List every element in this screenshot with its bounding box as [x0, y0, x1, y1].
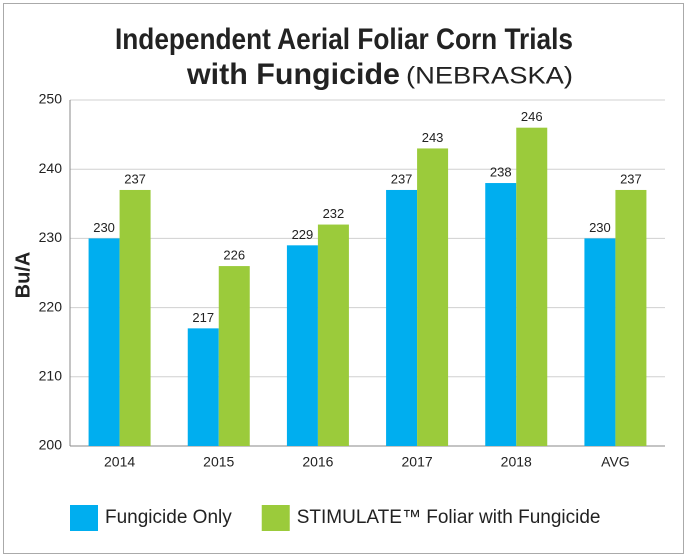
data-label: 232: [323, 206, 345, 221]
legend-swatch: [261, 505, 290, 531]
data-label: 230: [589, 220, 611, 235]
chart-title-suffix: (NEBRASKA): [406, 62, 573, 89]
bar: [88, 238, 120, 446]
data-label: 237: [620, 171, 642, 186]
y-tick-label: 240: [39, 160, 63, 176]
chart-title-line2: with Fungicide: [186, 58, 400, 91]
y-tick-label: 220: [39, 298, 63, 314]
x-tick-label: 2018: [501, 454, 532, 470]
bar: [317, 224, 349, 446]
bar: [218, 266, 250, 446]
bar: [187, 328, 219, 446]
bar: [119, 189, 151, 446]
y-tick-label: 250: [39, 91, 63, 107]
legend-label: Fungicide Only: [105, 507, 232, 528]
y-tick-label: 230: [39, 229, 63, 245]
data-label: 226: [223, 248, 245, 263]
bar: [417, 148, 449, 446]
data-label: 230: [93, 220, 115, 235]
bar: [584, 238, 616, 446]
x-tick-label: 2014: [104, 454, 135, 470]
legend-swatch: [70, 505, 98, 531]
data-label: 238: [490, 164, 512, 179]
x-tick-label: AVG: [601, 454, 630, 470]
data-label: 237: [391, 171, 413, 186]
x-tick-label: 2015: [203, 454, 234, 470]
x-tick-label: 2016: [302, 454, 333, 470]
data-label: 237: [124, 171, 146, 186]
bar: [615, 189, 647, 446]
data-label: 246: [521, 109, 543, 124]
data-label: 229: [292, 227, 314, 242]
data-label: 217: [192, 310, 214, 325]
bar: [286, 245, 318, 446]
x-tick-label: 2017: [402, 454, 433, 470]
legend-label: STIMULATE™ Foliar with Fungicide: [297, 507, 601, 528]
y-tick-label: 200: [39, 437, 63, 453]
bar: [485, 183, 517, 447]
data-label: 243: [422, 130, 444, 145]
frame: [3, 3, 684, 554]
bar: [386, 189, 418, 446]
bar: [516, 127, 548, 447]
chart-title: Independent Aerial Foliar Corn Trials: [115, 23, 573, 56]
y-tick-label: 210: [39, 368, 63, 384]
y-axis-label: Bu/A: [12, 252, 34, 299]
